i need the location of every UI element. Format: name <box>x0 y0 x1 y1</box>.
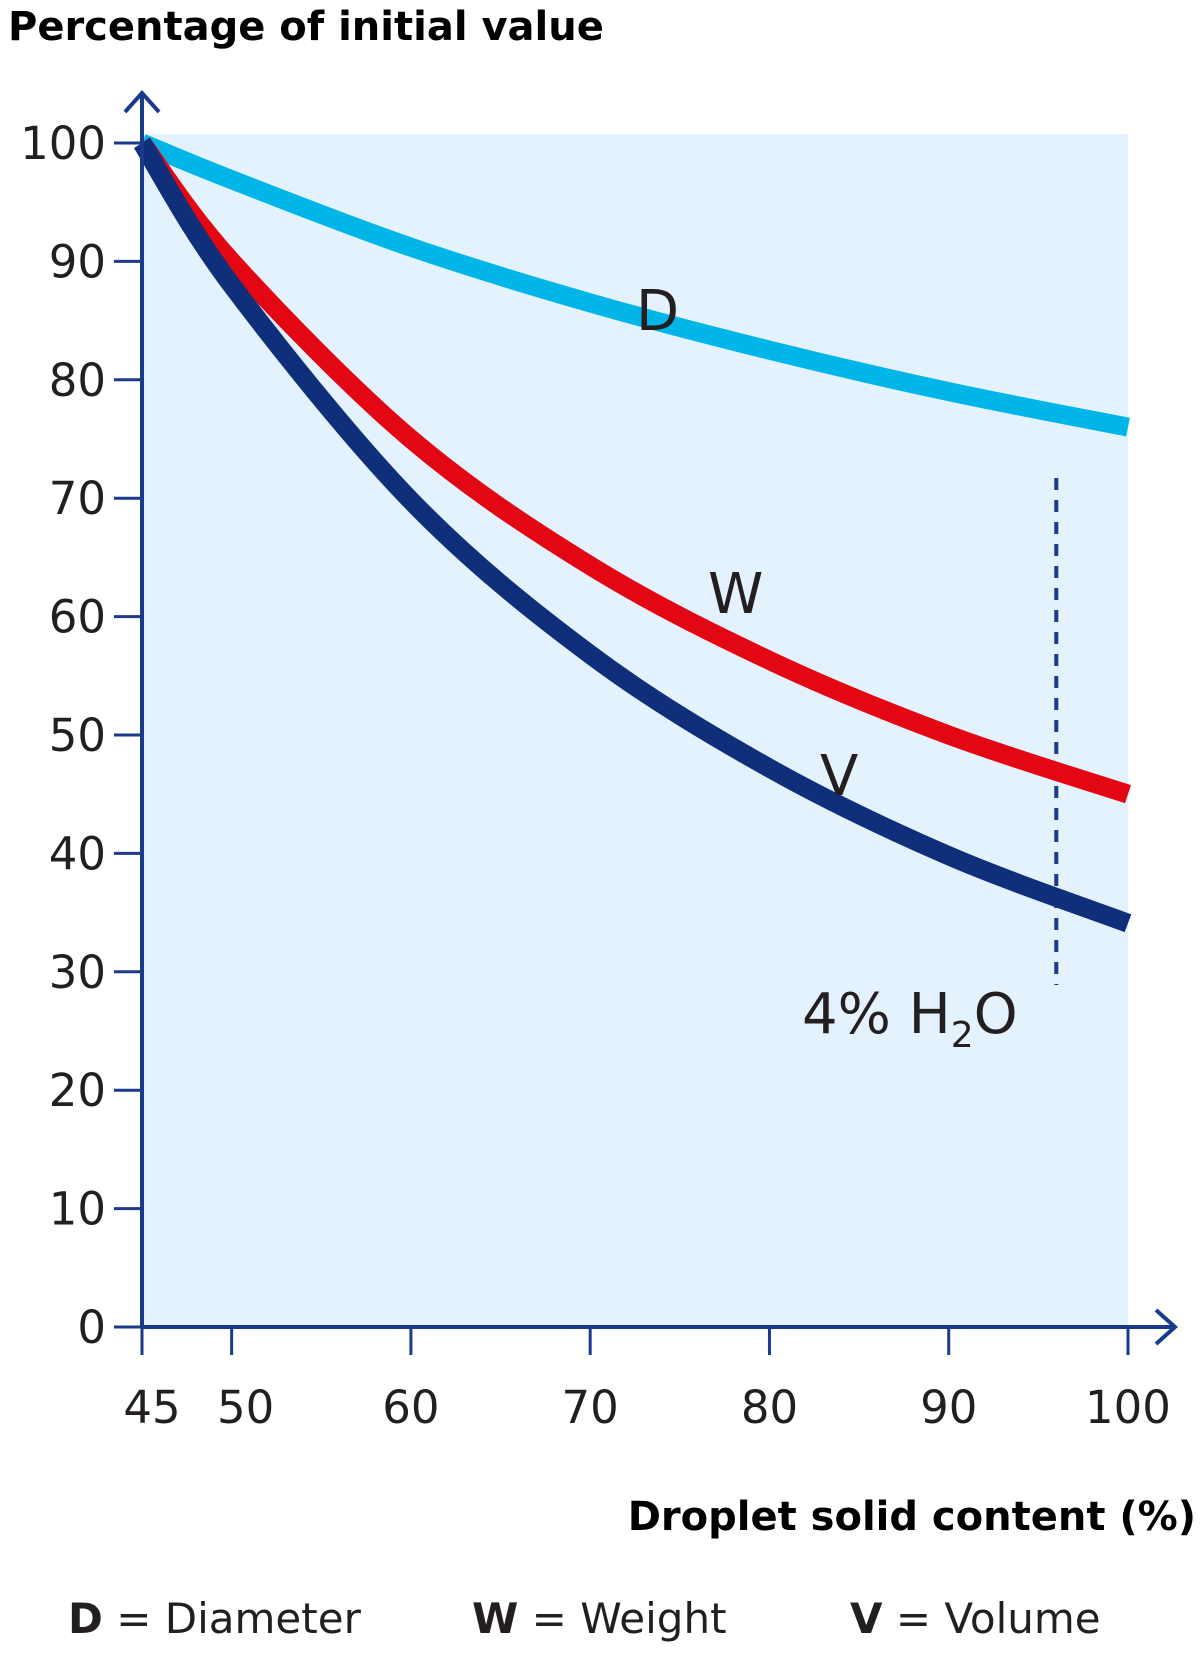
series-line-d <box>138 134 1130 437</box>
y-tick-label: 80 <box>49 354 106 407</box>
y-tick-label: 20 <box>49 1064 106 1117</box>
x-tick-label: 45 <box>123 1381 180 1434</box>
x-tick-label: 90 <box>920 1381 977 1434</box>
y-axis-ticks: 0 10 20 30 40 50 60 70 80 90 100 <box>20 117 142 1354</box>
series-label-v: V <box>820 744 858 809</box>
x-tick-label: 100 <box>1085 1381 1171 1434</box>
y-axis-arrow <box>123 90 161 114</box>
legend-item-volume: V = Volume <box>850 1594 1101 1643</box>
y-tick-label: 30 <box>49 946 106 999</box>
series-label-d: D <box>636 279 679 344</box>
y-tick-label: 50 <box>49 709 106 762</box>
y-tick-label: 70 <box>49 472 106 525</box>
y-tick-label: 100 <box>20 117 106 170</box>
x-tick-label: 80 <box>741 1381 798 1434</box>
x-axis-ticks: 45 50 60 70 80 90 100 <box>123 1327 1171 1434</box>
x-axis-title: Droplet solid content (%) <box>628 1494 1196 1540</box>
y-axis-title: Percentage of initial value <box>8 4 604 50</box>
chart: Percentage of initial value 0 10 20 30 40 50 6… <box>8 4 1196 1540</box>
y-tick-label: 60 <box>49 591 106 644</box>
series-curves <box>133 134 1132 933</box>
series-line-v <box>133 137 1132 933</box>
y-tick-label: 90 <box>49 235 106 288</box>
annotation-text: 4% H2O <box>802 982 1018 1056</box>
legend: D = Diameter W = Weight V = Volume <box>0 1594 1200 1650</box>
x-axis-arrow <box>1154 1308 1178 1346</box>
y-tick-label: 10 <box>49 1183 106 1236</box>
series-line-w <box>134 137 1131 804</box>
series-label-w: W <box>708 562 763 627</box>
y-tick-label: 0 <box>77 1301 106 1354</box>
x-tick-label: 60 <box>382 1381 439 1434</box>
y-tick-label: 40 <box>49 827 106 880</box>
legend-item-weight: W = Weight <box>472 1594 727 1643</box>
legend-item-diameter: D = Diameter <box>68 1594 361 1643</box>
x-tick-label: 50 <box>217 1381 274 1434</box>
x-tick-label: 70 <box>562 1381 619 1434</box>
